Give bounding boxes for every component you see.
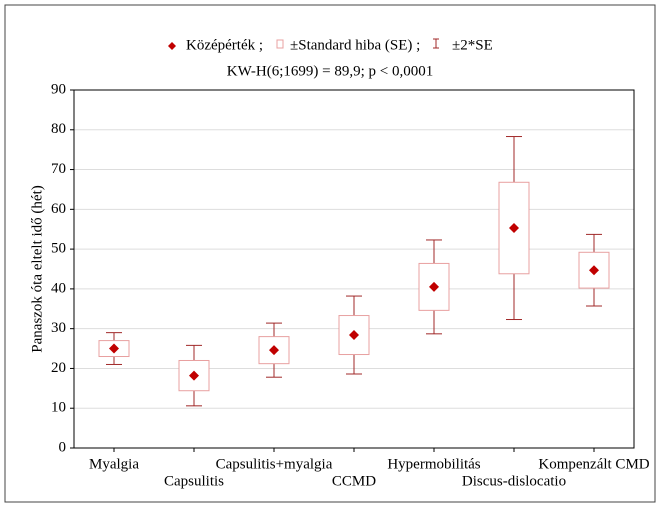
y-tick-label: 40 — [51, 280, 66, 296]
legend-se2: ±2*SE — [452, 37, 493, 53]
y-tick-label: 10 — [51, 400, 66, 416]
mean-marker — [509, 223, 519, 234]
y-tick-label: 90 — [51, 81, 66, 97]
y-tick-label: 70 — [51, 161, 66, 177]
y-tick-label: 20 — [51, 360, 66, 376]
legend-se2-symbol — [433, 38, 439, 49]
x-tick-label: Discus-dislocatio — [462, 473, 566, 489]
mean-marker — [349, 330, 359, 341]
mean-marker — [109, 343, 119, 354]
mean-marker — [429, 281, 439, 292]
y-tick-label: 30 — [51, 320, 66, 336]
x-tick-label: Hypermobilitás — [387, 456, 480, 472]
y-tick-label: 80 — [51, 121, 66, 137]
x-tick-label: Kompenzált CMD — [538, 456, 649, 472]
y-tick-label: 50 — [51, 241, 66, 257]
y-tick-label: 0 — [59, 439, 67, 455]
legend-se: ±Standard hiba (SE) ; — [290, 37, 420, 53]
mean-marker — [189, 370, 199, 381]
x-tick-label: Capsulitis+myalgia — [216, 456, 333, 472]
x-tick-label: Myalgia — [89, 456, 139, 472]
legend-se-symbol — [276, 39, 284, 49]
x-tick-label: CCMD — [332, 473, 376, 489]
x-tick-label: Capsulitis — [164, 473, 224, 489]
legend-mean: Középérték ; — [186, 37, 263, 53]
legend-mean-symbol — [168, 42, 176, 50]
outer-frame — [4, 4, 656, 503]
mean-marker — [269, 345, 279, 356]
subtitle: KW-H(6;1699) = 89,9; p < 0,0001 — [227, 63, 433, 79]
y-axis-label: Panaszok óta eltelt idő (hét) — [29, 185, 45, 352]
y-tick-label: 60 — [51, 201, 66, 217]
mean-marker — [589, 265, 599, 276]
